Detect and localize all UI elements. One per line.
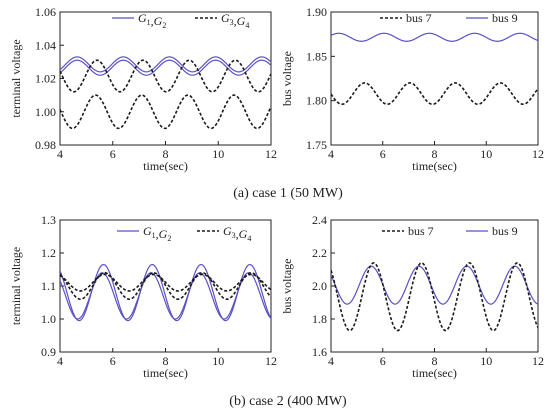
y-tick-label: 0.9	[41, 345, 56, 359]
caption-b: (b) case 2 (400 MW)	[229, 394, 347, 409]
y-tick-label: 2.0	[312, 279, 327, 293]
x-axis-label: time(sec)	[412, 366, 457, 380]
x-tick-label: 10	[212, 354, 224, 368]
x-tick-label: 6	[110, 147, 116, 161]
y-tick-label: 1.0	[41, 312, 56, 326]
y-tick-label: 2.4	[312, 213, 327, 227]
plot-frame	[330, 219, 539, 353]
x-tick-label: 4	[57, 354, 63, 368]
legend-label: bus 7	[408, 224, 434, 238]
y-axis-label: terminal voltage	[9, 39, 23, 117]
x-axis-label: time(sec)	[143, 159, 188, 173]
y-tick-label: 2.2	[312, 246, 327, 260]
series-line-3	[60, 94, 271, 130]
panel-b-left: 4 6 8 10 12 0.9 1.0 1.1 1.2 1.3 time(sec) terminal …	[9, 213, 277, 380]
x-tick-label: 8	[432, 354, 438, 368]
legend-label: G3,G4	[223, 224, 251, 243]
x-tick-label: 4	[328, 147, 334, 161]
plot-frame	[330, 11, 539, 146]
y-tick-label: 1.04	[35, 38, 56, 52]
x-tick-label: 8	[163, 147, 169, 161]
y-tick-label: 1.06	[35, 5, 56, 19]
legend-label: G3,G4	[221, 11, 249, 30]
series-line-3	[60, 273, 271, 292]
x-tick-label: 10	[212, 147, 224, 161]
y-tick-label: 1.02	[35, 72, 56, 86]
series-line-1	[60, 59, 271, 76]
y-axis-label: bus voltage	[280, 259, 294, 314]
legend-label: bus 9	[492, 224, 518, 238]
x-tick-label: 6	[110, 354, 116, 368]
caption-a: (a) case 1 (50 MW)	[233, 186, 343, 201]
x-tick-label: 12	[532, 147, 544, 161]
x-tick-label: 12	[265, 354, 277, 368]
y-tick-label: 1.85	[306, 49, 327, 63]
x-tick-label: 4	[328, 354, 334, 368]
panel-a-left: 4 6 8 10 12 0.98 1.00 1.02 1.04 1.06 time(sec) term…	[9, 5, 277, 173]
panel-a-right: 4 6 8 10 12 1.75 1.80 1.85 1.90 time(sec) bus volt…	[280, 5, 544, 173]
x-axis-label: time(sec)	[412, 159, 457, 173]
x-tick-label: 12	[532, 354, 544, 368]
x-tick-label: 6	[380, 354, 386, 368]
legend-label: G1,G2	[138, 11, 166, 30]
series-line-2	[60, 271, 271, 301]
series-line-2	[60, 59, 271, 93]
legend-label: bus 7	[406, 11, 432, 25]
y-tick-label: 1.75	[306, 138, 327, 152]
y-tick-label: 0.98	[35, 138, 56, 152]
x-tick-label: 10	[480, 147, 492, 161]
x-tick-label: 8	[163, 354, 169, 368]
y-tick-label: 1.2	[41, 246, 56, 260]
y-tick-label: 1.6	[312, 345, 327, 359]
series-line-1	[331, 262, 538, 332]
series-line-0	[60, 56, 271, 73]
plot-frame	[59, 11, 272, 146]
y-tick-label: 1.00	[35, 105, 56, 119]
y-tick-label: 1.3	[41, 213, 56, 227]
x-tick-label: 6	[380, 147, 386, 161]
series-line-1	[331, 82, 538, 106]
panel-b-right: 4 6 8 10 12 1.6 1.8 2.0 2.2 2.4 time(sec) bus volta…	[280, 213, 544, 380]
x-tick-label: 10	[480, 354, 492, 368]
y-tick-label: 1.80	[306, 94, 327, 108]
legend-label: G1,G2	[143, 224, 171, 243]
series-line-0	[331, 32, 538, 42]
x-tick-label: 12	[265, 147, 277, 161]
x-axis-label: time(sec)	[143, 366, 188, 380]
y-tick-label: 1.8	[312, 312, 327, 326]
y-tick-label: 1.1	[41, 279, 56, 293]
legend-label: bus 9	[492, 11, 518, 25]
series-line-0	[331, 265, 538, 305]
y-tick-label: 1.90	[306, 5, 327, 19]
y-axis-label: terminal voltage	[9, 247, 23, 325]
x-tick-label: 4	[57, 147, 63, 161]
y-axis-label: bus voltage	[280, 51, 294, 106]
x-tick-label: 8	[432, 147, 438, 161]
